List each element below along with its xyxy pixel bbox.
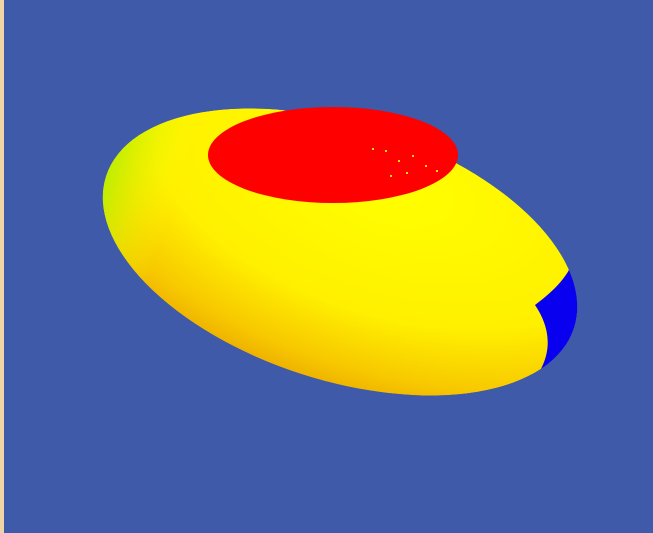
speckle [412,155,414,157]
speckle [436,170,438,172]
speckle [398,160,400,162]
speckle [385,150,387,152]
ellipsoid-rim [102,108,578,396]
left-border [0,0,4,533]
speckle [390,175,392,177]
speckles [372,148,438,177]
speckle [425,165,427,167]
red-region [208,107,458,203]
blue-region [530,255,589,395]
speckle [372,148,374,150]
speckle [406,172,408,174]
ellipsoid [102,108,589,396]
